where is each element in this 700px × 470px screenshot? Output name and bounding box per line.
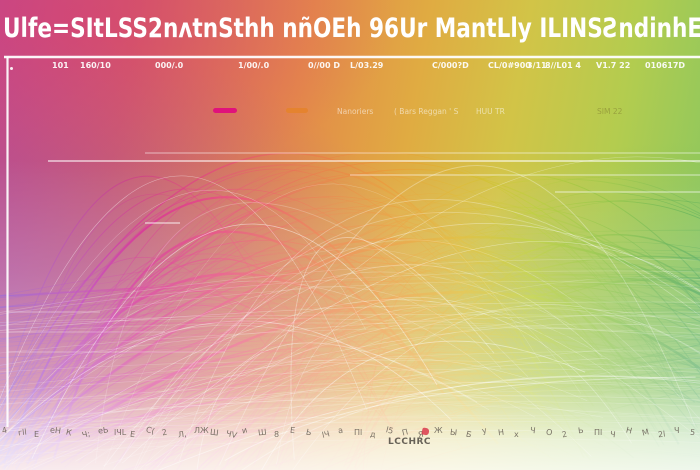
frame-corner-dot (10, 67, 13, 70)
line-series-group (0, 151, 700, 470)
chart-title: Ulfe=SItLSS2nʌtnSthh nñOEh 96Ur MantLly … (3, 13, 700, 44)
x-axis-label: LCCHRC (388, 437, 432, 447)
